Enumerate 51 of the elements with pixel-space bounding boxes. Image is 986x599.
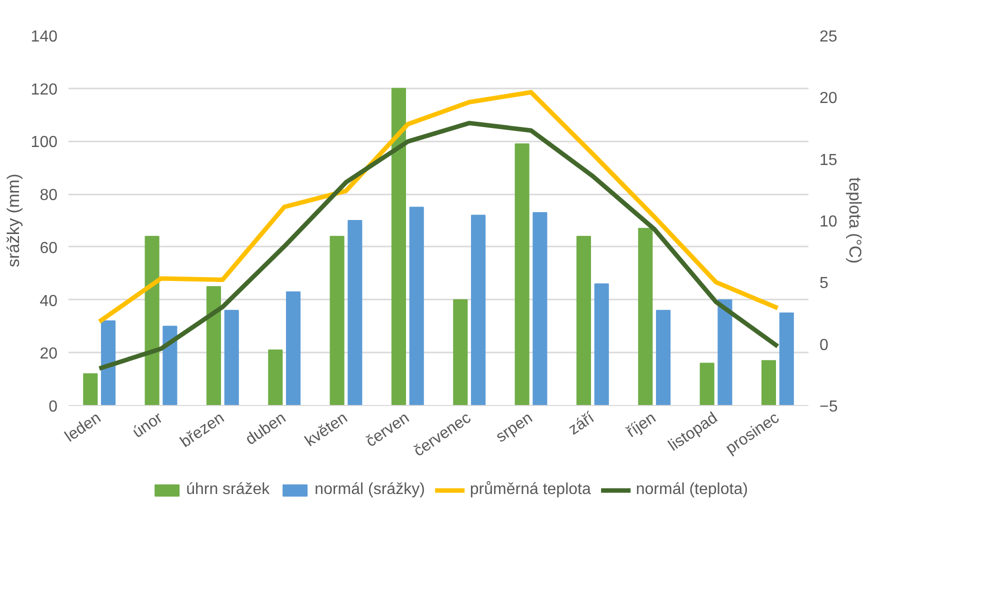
- y2-axis-title: teplota (°C): [846, 177, 865, 264]
- y-axis-title: srážky (mm): [4, 174, 23, 268]
- y-tick-label: 20: [40, 346, 58, 363]
- bar: [224, 310, 239, 406]
- y2-tick-label: 15: [820, 152, 838, 169]
- bar: [409, 206, 424, 406]
- bar: [330, 236, 344, 406]
- bar: [514, 143, 530, 406]
- y-tick-label: 100: [30, 134, 58, 152]
- bar: [761, 360, 776, 406]
- legend-label: normál (srážky): [314, 481, 425, 499]
- y-tick-label: 60: [40, 240, 58, 257]
- bar: [576, 236, 592, 406]
- bar: [656, 310, 671, 406]
- line-series: [97, 120, 780, 371]
- y2-tick-label: 5: [820, 275, 828, 292]
- legend-label: průměrná teplota: [470, 481, 591, 499]
- legend-label: úhrn srážek: [186, 481, 270, 499]
- y-tick-label: 0: [48, 398, 58, 416]
- bar: [391, 88, 406, 406]
- y2-tick-label: 25: [820, 28, 838, 46]
- bar: [100, 320, 116, 406]
- y2-tick-label: 10: [820, 214, 838, 230]
- line-series: [97, 90, 780, 324]
- y2-tick-label: 0: [820, 336, 828, 354]
- y-tick-label: 120: [30, 81, 58, 98]
- bar: [206, 286, 222, 406]
- bar: [532, 212, 548, 406]
- y2-tick-label: 20: [820, 90, 838, 108]
- bar: [286, 291, 301, 406]
- x-tick-label: srpen: [493, 410, 536, 446]
- y2-tick-label: −5: [820, 398, 838, 416]
- bar: [779, 312, 794, 406]
- x-tick-label: září: [566, 409, 598, 439]
- legend-label: normál (teplota): [636, 481, 748, 499]
- bar: [470, 214, 486, 406]
- bar: [268, 350, 283, 406]
- y-tick-label: 40: [40, 292, 58, 310]
- bar: [718, 299, 732, 406]
- bar: [700, 362, 714, 406]
- bar: [162, 326, 178, 406]
- y-tick-label: 80: [40, 187, 58, 204]
- bar: [594, 283, 609, 406]
- x-tick-label: únor: [130, 409, 166, 442]
- bar: [453, 299, 468, 406]
- bar: [83, 373, 98, 406]
- y-tick-label: 140: [30, 28, 58, 46]
- bar: [144, 236, 160, 406]
- x-tick-label: říjen: [624, 409, 660, 442]
- bar: [638, 228, 653, 406]
- bar: [348, 220, 362, 406]
